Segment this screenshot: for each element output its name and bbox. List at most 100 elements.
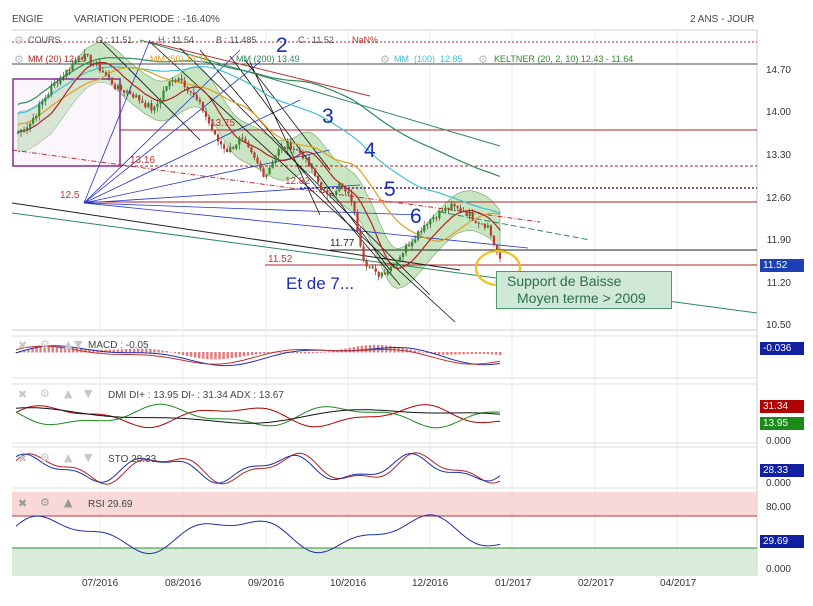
candle-body — [447, 207, 450, 210]
candle-body — [380, 272, 383, 277]
macd-bar — [210, 352, 213, 360]
candle-body — [153, 106, 156, 111]
candle-body — [232, 147, 235, 149]
dmi-minus-badge: 31.34 — [760, 400, 804, 413]
candle-body — [386, 271, 389, 275]
macd-bar — [283, 352, 286, 353]
macd-up-icon[interactable]: ▲ — [64, 338, 73, 351]
candle-body — [274, 155, 277, 163]
candle-body — [468, 212, 471, 217]
black-fan-line — [199, 49, 401, 286]
dmi-down-icon[interactable]: ▼ — [84, 387, 93, 400]
candle-body — [95, 62, 98, 64]
candle-body — [465, 211, 468, 217]
mm200-legend: MM (200) 13.49 — [236, 54, 300, 64]
candle-body — [450, 203, 453, 210]
dmi-up-icon[interactable]: ▲ — [64, 387, 73, 400]
candle-body — [119, 85, 123, 91]
ohlc-change: NaN% — [352, 35, 379, 45]
candle-body — [132, 93, 135, 98]
candle-body — [80, 58, 83, 60]
candle-body — [265, 174, 268, 177]
macd-bar — [478, 352, 482, 354]
candle-body — [392, 265, 395, 267]
mm100-gear-icon[interactable]: ⚙ — [380, 53, 390, 66]
dmi-title: DMI DI+ : 13.95 DI- : 31.34 ADX : 13.67 — [108, 390, 284, 401]
candle-body — [377, 271, 380, 277]
macd-bar — [84, 348, 87, 353]
macd-bar — [275, 352, 278, 353]
dmi-close-icon[interactable]: ✖ — [18, 388, 28, 401]
candle-body — [110, 77, 114, 85]
candle-body — [323, 190, 326, 192]
candle-body — [56, 82, 59, 84]
period-selector[interactable]: 2 ANS - JOUR — [690, 14, 755, 25]
dmi-y-tick-0: 0.000 — [765, 436, 791, 447]
rsi-gear-icon[interactable]: ⚙ — [40, 496, 50, 509]
candle-body — [326, 190, 329, 195]
dmi-gear-icon[interactable]: ⚙ — [40, 387, 50, 400]
macd-bar — [202, 352, 205, 359]
mm100-legend-label: MM — [394, 54, 409, 64]
fan-line — [83, 184, 361, 204]
candle-body — [238, 137, 241, 145]
candle-body — [362, 246, 365, 261]
black-fan-line — [99, 39, 201, 141]
candle-body — [53, 82, 56, 87]
macd-bar — [141, 348, 144, 353]
mm20-line — [17, 61, 501, 270]
macd-down-icon[interactable]: ▼ — [74, 338, 83, 351]
macd-bar — [446, 352, 449, 355]
candle-body — [492, 235, 496, 245]
keltner-gear-icon[interactable]: ⚙ — [478, 53, 488, 66]
macd-bar — [39, 347, 42, 353]
sto-down-icon[interactable]: ▼ — [84, 451, 93, 464]
rsi-overbought-zone — [12, 492, 757, 516]
sto-gear-icon[interactable]: ⚙ — [40, 451, 50, 464]
rsi-chart — [15, 514, 501, 555]
candle-body — [116, 85, 120, 89]
x-tick-122016: 12/2016 — [412, 578, 449, 589]
macd-close-icon[interactable]: ✖ — [18, 339, 28, 352]
x-tick-012017: 01/2017 — [495, 578, 532, 589]
candle-body — [174, 79, 177, 82]
candle-body — [398, 257, 402, 260]
trendline-red-dashdot — [11, 149, 541, 223]
candle-body — [277, 149, 280, 156]
macd-bar — [433, 352, 437, 355]
macd-bar — [189, 352, 193, 357]
candle-body — [320, 182, 323, 191]
rsi-y-tick-0: 0.000 — [765, 564, 791, 575]
candle-body — [456, 206, 459, 208]
macd-bar — [348, 347, 351, 353]
rsi-up-icon[interactable]: ▲ — [64, 496, 73, 509]
mm20-gear-icon[interactable]: ⚙ — [14, 53, 24, 66]
candle-body — [289, 142, 292, 150]
macd-bar — [267, 352, 270, 354]
candle-body — [74, 60, 77, 64]
candle-body — [307, 157, 311, 167]
candle-body — [298, 149, 302, 153]
macd-gear-icon[interactable]: ⚙ — [40, 338, 50, 351]
candle-body — [171, 79, 174, 82]
sto-up-icon[interactable]: ▲ — [64, 451, 73, 464]
candle-body — [98, 62, 101, 71]
sto-d-line — [15, 453, 501, 484]
macd-bar — [173, 352, 177, 354]
candle-body — [32, 118, 35, 124]
mm50-legend: MM (50) 13.16 — [150, 54, 209, 64]
macd-bar — [165, 350, 168, 353]
candle-body — [247, 142, 250, 148]
candle-body — [292, 148, 295, 150]
macd-bar — [413, 350, 416, 353]
y-tick-1470: 14.70 — [765, 65, 791, 76]
sto-close-icon[interactable]: ✖ — [18, 452, 28, 465]
candle-body — [44, 98, 47, 102]
cours-gear-icon[interactable]: ⚙ — [14, 34, 24, 47]
rsi-close-icon[interactable]: ✖ — [18, 497, 28, 510]
macd-bar — [238, 352, 242, 357]
macd-bar — [291, 352, 294, 354]
candle-body — [229, 147, 232, 153]
